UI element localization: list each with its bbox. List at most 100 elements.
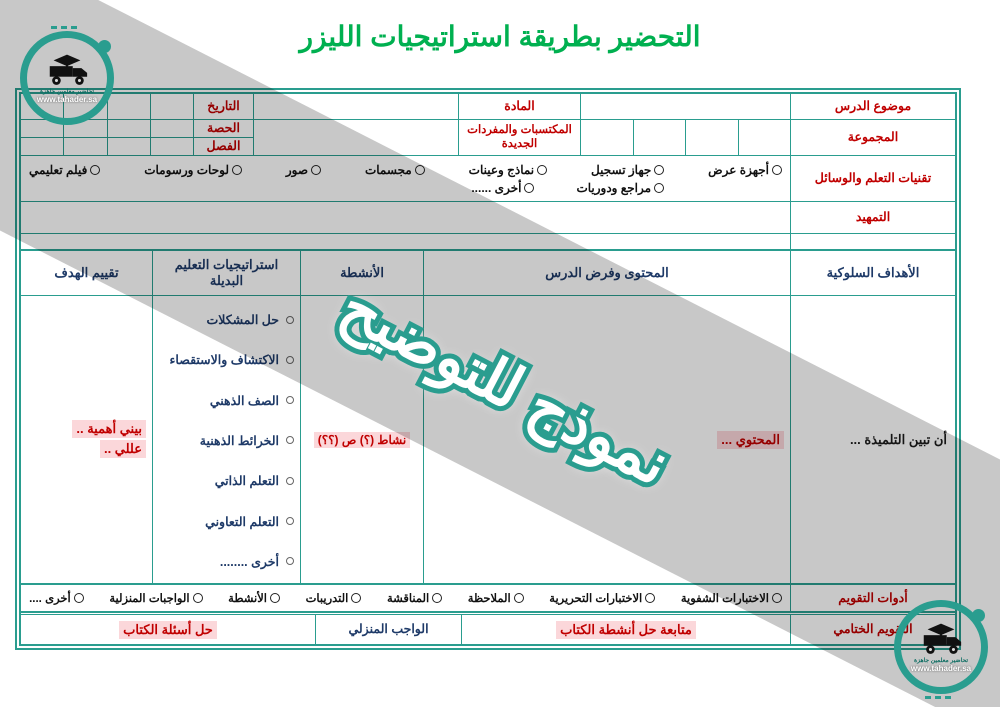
option-recorder: جهاز تسجيل: [591, 162, 665, 177]
radio-icon: [414, 164, 425, 175]
label-date: التاريخ: [193, 94, 253, 119]
option-discussion: المناقشة: [386, 591, 443, 605]
strategy-label: أخرى ........: [219, 554, 279, 569]
group-value-cell: [685, 120, 738, 155]
goal-evaluation-cell: بيني أهمية .. عللي ..: [21, 296, 152, 583]
bullet-circle-icon: [286, 436, 294, 445]
bullet-circle-icon: [286, 396, 294, 405]
option-label: الواجبات المنزلية: [109, 593, 190, 605]
ring-dot-icon: [98, 40, 111, 53]
class-value-cell: [151, 138, 193, 155]
option-label: الأنشطة: [228, 593, 267, 605]
option-label: المناقشة: [386, 593, 430, 605]
strategy-item: الاكتشاف والاستقصاء: [157, 352, 294, 367]
followup-text: متابعة حل أنشطة الكتاب: [556, 620, 696, 639]
option-label: مراجع ودوريات: [576, 180, 651, 195]
logo-url: www.tahader.sa: [910, 663, 972, 673]
class-value-cell: [21, 138, 63, 155]
strategy-label: الخرائط الذهنية: [199, 433, 279, 448]
evaluation-line-2: عللي ..: [99, 439, 146, 458]
option-label: الملاحظة: [467, 593, 511, 605]
info-row-2-3: المجموعة المكتسبات والمفردات الجديدة الح…: [21, 120, 955, 156]
option-models-samples: نماذج وعينات: [469, 163, 548, 177]
info-row-1: موضوع الدرس المادة التاريخ: [21, 94, 955, 120]
radio-icon: [432, 593, 443, 603]
option-observation: الملاحظة: [468, 591, 524, 605]
strategy-item: الخرائط الذهنية: [157, 433, 294, 448]
book-questions-cell: حل أسئلة الكتاب: [21, 615, 315, 644]
group-value-cell: [737, 120, 791, 155]
option-educational-film: فيلم تعليمي: [29, 163, 101, 177]
option-figures: مجسمات: [365, 163, 425, 177]
option-other-assessment: أخرى ....: [29, 591, 84, 605]
option-label: نماذج وعينات: [468, 162, 535, 177]
content-sample-text: المحتوي ...: [717, 430, 784, 449]
header-strategies: استراتيجيات التعليم البديلة: [152, 251, 300, 295]
logo-ring: تحاضير معلمين جاهزة www.tahader.sa: [894, 600, 988, 694]
radio-icon: [73, 593, 84, 603]
label-subject: المادة: [458, 94, 580, 119]
technologies-line-2: مراجع ودوريات أخرى ......: [29, 181, 782, 195]
label-lesson-topic: موضوع الدرس: [790, 94, 955, 119]
label-group: المجموعة: [790, 120, 955, 155]
bullet-circle-icon: [286, 355, 294, 364]
option-written-tests: الاختبارات التحريرية: [549, 591, 656, 605]
option-label: صور: [285, 162, 309, 177]
objectives-sample-text: أن تبين التلميذة ...: [849, 431, 947, 447]
technologies-line-1: أجهزة عرض جهاز تسجيل نماذج وعينات مجسمات…: [29, 163, 782, 177]
strategy-item: حل المشكلات: [157, 312, 294, 327]
truck-graduation-icon: [49, 54, 88, 85]
option-pictures: صور: [285, 162, 322, 177]
spacer-cell: [21, 234, 790, 249]
strategy-item: أخرى ........: [157, 554, 294, 569]
dashes-decoration: [51, 26, 77, 29]
group-value-cell: [580, 120, 633, 155]
period-class-cells: [106, 120, 150, 155]
bullet-circle-icon: [286, 315, 294, 324]
strategy-label: التعلم الذاتي: [214, 474, 279, 489]
closing-row: التقويم الختامي متابعة حل أنشطة الكتاب ا…: [21, 612, 955, 644]
lesson-form-table: موضوع الدرس المادة التاريخ المجموعة المك…: [15, 88, 961, 650]
logo-ring: تحاضير معلمين جاهزة www.tahader.sa: [20, 31, 114, 125]
label-period: الحصة: [194, 120, 253, 138]
header-objectives: الأهداف السلوكية: [790, 251, 955, 295]
strategy-label: حل المشكلات: [206, 313, 279, 327]
spacer-row: [21, 234, 955, 250]
period-value-cell: [150, 120, 193, 138]
radio-icon: [192, 593, 203, 603]
option-homework: الواجبات المنزلية: [109, 591, 203, 605]
radio-icon: [645, 593, 656, 603]
option-label: لوحات ورسومات: [144, 162, 229, 177]
evaluation-line-1: بيني أهمية ..: [72, 419, 146, 438]
option-projectors: أجهزة عرض: [708, 163, 782, 177]
date-value-cell: [149, 94, 193, 119]
option-label: أخرى ....: [29, 593, 71, 605]
class-value-cell: [64, 138, 106, 155]
label-homework: الواجب المنزلي: [315, 615, 461, 644]
radio-icon: [232, 164, 242, 175]
strategy-label: الصف الذهني: [209, 393, 279, 408]
radio-icon: [351, 593, 362, 603]
strategies-cell: حل المشكلات الاكتشاف والاستقصاء الصف الذ…: [152, 296, 300, 583]
lesson-topic-value-cell: [580, 94, 790, 119]
assessment-tools-row: أدوات التقويم الاختبارات الشفوية الاختبا…: [21, 584, 955, 612]
radio-icon: [772, 164, 782, 175]
period-class-labels: الحصة الفصل: [193, 120, 253, 155]
period-class-cells: [21, 120, 64, 155]
radio-icon: [654, 182, 664, 193]
option-label: جهاز تسجيل: [591, 162, 652, 177]
acquisitions-value-cell: [253, 120, 458, 155]
spacer-cell: [790, 234, 955, 249]
radio-icon: [524, 182, 535, 193]
option-oral-tests: الاختبارات الشفوية: [681, 591, 782, 605]
label-introduction: التمهيد: [790, 202, 955, 233]
option-label: مجسمات: [364, 162, 412, 177]
option-boards-drawings: لوحات ورسومات: [144, 163, 242, 177]
technologies-row: تقنيات التعلم والوسائل أجهزة عرض جهاز تس…: [21, 156, 955, 202]
radio-icon: [513, 593, 524, 603]
header-activities: الأنشطة: [300, 251, 423, 295]
bullet-circle-icon: [286, 517, 294, 526]
radio-icon: [269, 593, 280, 603]
strategy-item: التعلم التعاوني: [157, 514, 294, 529]
subject-value-cell: [253, 94, 458, 119]
